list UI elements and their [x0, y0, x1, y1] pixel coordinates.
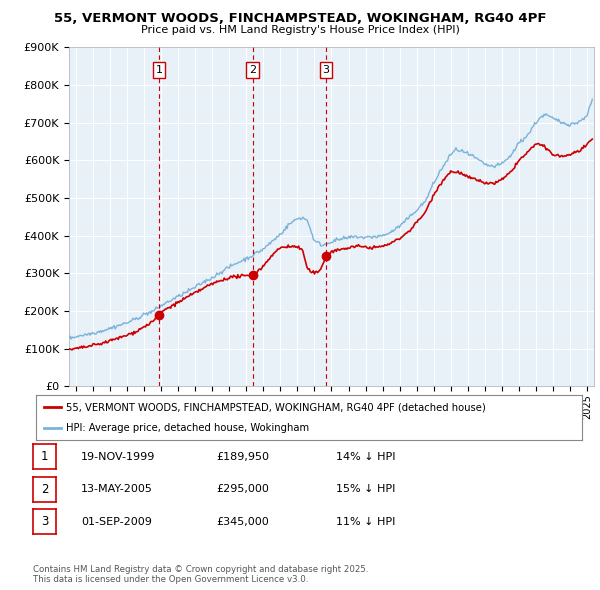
Text: 15% ↓ HPI: 15% ↓ HPI — [336, 484, 395, 494]
Text: 13-MAY-2005: 13-MAY-2005 — [81, 484, 153, 494]
Text: Price paid vs. HM Land Registry's House Price Index (HPI): Price paid vs. HM Land Registry's House … — [140, 25, 460, 35]
Text: 2: 2 — [249, 65, 256, 75]
Text: 1: 1 — [41, 450, 48, 463]
Text: 14% ↓ HPI: 14% ↓ HPI — [336, 452, 395, 461]
Text: 11% ↓ HPI: 11% ↓ HPI — [336, 517, 395, 526]
Text: 1: 1 — [155, 65, 163, 75]
Text: £189,950: £189,950 — [216, 452, 269, 461]
Text: 19-NOV-1999: 19-NOV-1999 — [81, 452, 155, 461]
Text: £345,000: £345,000 — [216, 517, 269, 526]
Text: Contains HM Land Registry data © Crown copyright and database right 2025.
This d: Contains HM Land Registry data © Crown c… — [33, 565, 368, 584]
Text: HPI: Average price, detached house, Wokingham: HPI: Average price, detached house, Woki… — [66, 422, 309, 432]
Text: £295,000: £295,000 — [216, 484, 269, 494]
Text: 2: 2 — [41, 483, 48, 496]
Text: 55, VERMONT WOODS, FINCHAMPSTEAD, WOKINGHAM, RG40 4PF (detached house): 55, VERMONT WOODS, FINCHAMPSTEAD, WOKING… — [66, 402, 486, 412]
Text: 3: 3 — [41, 515, 48, 528]
Text: 3: 3 — [322, 65, 329, 75]
Text: 01-SEP-2009: 01-SEP-2009 — [81, 517, 152, 526]
Text: 55, VERMONT WOODS, FINCHAMPSTEAD, WOKINGHAM, RG40 4PF: 55, VERMONT WOODS, FINCHAMPSTEAD, WOKING… — [54, 12, 546, 25]
